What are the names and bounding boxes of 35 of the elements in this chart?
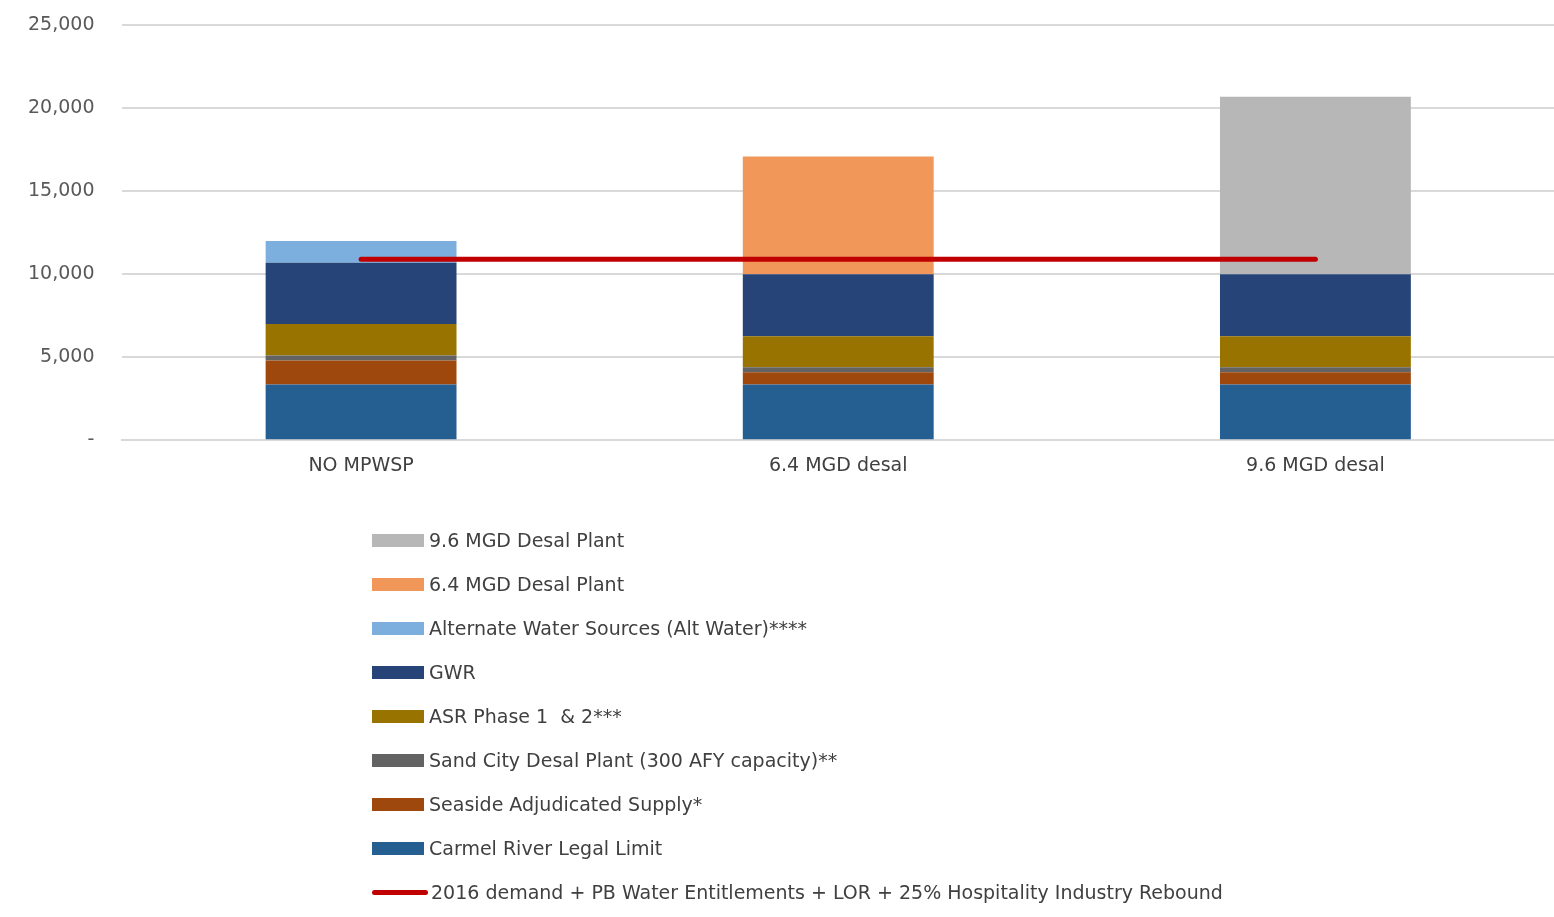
y-tick-label: 10,000: [28, 261, 95, 284]
legend-label: Carmel River Legal Limit: [429, 837, 663, 859]
legend-label: Seaside Adjudicated Supply*: [429, 793, 703, 815]
bar: [265, 384, 457, 440]
y-tick-label: 20,000: [28, 95, 95, 118]
x-tick-label: 6.4 MGD desal: [768, 452, 908, 475]
y-tick-label: 5,000: [40, 344, 95, 367]
bar: [265, 355, 457, 361]
y-tick-label: -: [87, 427, 95, 450]
bar: [742, 336, 934, 368]
bar: [742, 274, 934, 337]
bar: [742, 372, 934, 385]
x-tick-label: NO MPWSP: [308, 452, 414, 475]
bar: [1219, 274, 1411, 337]
legend-label: Alternate Water Sources (Alt Water)****: [429, 617, 807, 639]
legend-label: ASR Phase 1 & 2***: [429, 705, 622, 727]
bar: [265, 324, 457, 356]
legend-label: 9.6 MGD Desal Plant: [429, 529, 625, 551]
bar: [1219, 367, 1411, 373]
bar: [1219, 372, 1411, 385]
bar: [1219, 336, 1411, 368]
bar: [742, 156, 934, 275]
bar: [265, 360, 457, 385]
legend-label: GWR: [429, 661, 476, 683]
bar: [1219, 96, 1411, 275]
y-tick-label: 25,000: [28, 12, 95, 35]
bar: [265, 262, 457, 325]
bar: [742, 367, 934, 373]
legend-label: 2016 demand + PB Water Entitlements + LOR + 25% Hospitality Industry Rebound: [431, 881, 1223, 903]
legend-label: 6.4 MGD Desal Plant: [429, 573, 625, 595]
bar: [1219, 384, 1411, 440]
bar: [742, 384, 934, 440]
legend-label: Sand City Desal Plant (300 AFY capacity)**: [429, 749, 838, 771]
x-tick-label: 9.6 MGD desal: [1246, 452, 1385, 475]
y-tick-label: 15,000: [28, 178, 95, 201]
